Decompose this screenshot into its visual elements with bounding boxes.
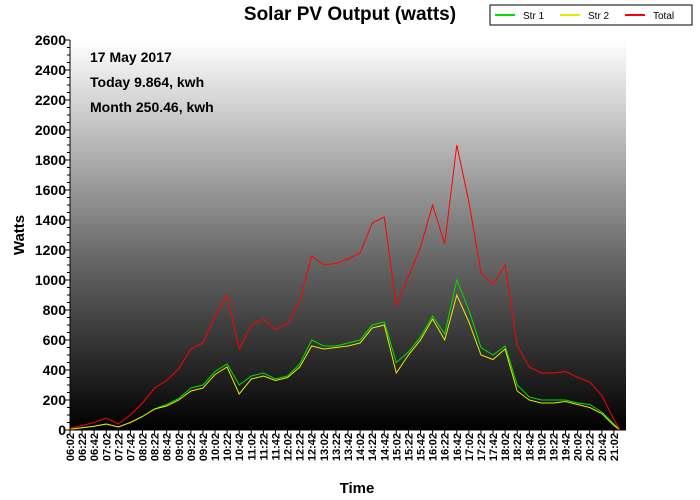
- x-tick-label: 07:22: [113, 433, 125, 461]
- x-tick-label: 13:42: [343, 433, 355, 461]
- x-tick-label: 20:22: [585, 433, 597, 461]
- legend: Str 1 Str 2 Total: [489, 4, 693, 26]
- x-tick-label: 11:02: [246, 433, 258, 461]
- x-tick-label: 16:22: [440, 433, 452, 461]
- x-tick-label: 06:42: [89, 433, 101, 461]
- x-tick-label: 17:22: [476, 433, 488, 461]
- y-tick-label: 800: [43, 302, 67, 318]
- legend-label: Str 1: [523, 11, 545, 22]
- x-tick-label: 10:02: [210, 433, 222, 461]
- y-tick-label: 2600: [35, 32, 66, 48]
- x-tick-label: 19:22: [548, 433, 560, 461]
- y-axis-ticks: 0 200 400 600 800 1000 1200 1400 1600 1800 2000 220…: [35, 32, 70, 438]
- x-tick-label: 06:22: [77, 433, 89, 461]
- x-tick-label: 12:22: [295, 433, 307, 461]
- annotation-text: Today 9.864, kwh: [90, 74, 204, 90]
- x-tick-label: 08:42: [162, 433, 174, 461]
- x-tick-label: 11:22: [258, 433, 270, 461]
- annotation-text: 17 May 2017: [90, 49, 172, 65]
- x-tick-label: 10:42: [234, 433, 246, 461]
- x-tick-label: 13:22: [331, 433, 343, 461]
- x-tick-label: 20:02: [573, 433, 585, 461]
- x-tick-label: 20:42: [597, 433, 609, 461]
- x-tick-label: 18:42: [524, 433, 536, 461]
- x-tick-label: 09:02: [174, 433, 186, 461]
- y-tick-label: 2200: [35, 92, 66, 108]
- x-tick-label: 14:42: [379, 433, 391, 461]
- x-tick-label: 15:02: [391, 433, 403, 461]
- y-tick-label: 200: [43, 392, 67, 408]
- chart-title: Solar PV Output (watts): [244, 4, 456, 25]
- series-line-str-1: [69, 278, 621, 431]
- x-tick-label: 11:42: [270, 433, 282, 461]
- x-tick-label: 17:02: [464, 433, 476, 461]
- x-tick-label: 19:02: [536, 433, 548, 461]
- x-tick-label: 10:22: [222, 433, 234, 461]
- x-tick-label: 14:22: [367, 433, 379, 461]
- y-tick-label: 1800: [35, 152, 66, 168]
- x-tick-label: 18:02: [500, 433, 512, 461]
- y-tick-label: 1200: [35, 242, 66, 258]
- x-axis-label: Time: [340, 480, 375, 497]
- x-tick-label: 19:42: [561, 433, 573, 461]
- plot-area: [70, 40, 626, 430]
- x-tick-label: 07:42: [125, 433, 137, 461]
- x-axis-ticks: 06:02 06:22 06:42 07:02 07:22 07:42 08:02 08:22…: [65, 430, 621, 461]
- x-tick-label: 15:42: [416, 433, 428, 461]
- y-tick-label: 2000: [35, 122, 66, 138]
- legend-label: Total: [653, 11, 674, 22]
- x-tick-label: 18:22: [512, 433, 524, 461]
- x-tick-label: 14:02: [355, 433, 367, 461]
- x-tick-label: 08:22: [150, 433, 162, 461]
- y-tick-label: 1400: [35, 212, 66, 228]
- x-tick-label: 12:02: [283, 433, 295, 461]
- x-tick-label: 13:02: [319, 433, 331, 461]
- x-tick-label: 09:42: [198, 433, 210, 461]
- x-tick-label: 08:02: [138, 433, 150, 461]
- series-line-str-2: [69, 293, 621, 431]
- y-tick-label: 600: [43, 332, 67, 348]
- x-tick-label: 21:02: [609, 433, 621, 461]
- x-tick-label: 15:22: [403, 433, 415, 461]
- y-tick-label: 0: [58, 422, 66, 438]
- y-tick-label: 1000: [35, 272, 66, 288]
- series-line-total: [69, 144, 621, 431]
- series-lines: [69, 144, 621, 431]
- y-tick-label: 400: [43, 362, 67, 378]
- y-tick-label: 2400: [35, 62, 66, 78]
- x-tick-label: 16:02: [428, 433, 440, 461]
- x-tick-label: 17:42: [488, 433, 500, 461]
- y-tick-label: 1600: [35, 182, 66, 198]
- x-tick-label: 06:02: [65, 433, 77, 461]
- annotations: 17 May 2017 Today 9.864, kwh Month 250.46,…: [90, 49, 214, 115]
- x-tick-label: 12:42: [307, 433, 319, 461]
- x-tick-label: 07:02: [101, 433, 113, 461]
- annotation-text: Month 250.46, kwh: [90, 99, 214, 115]
- legend-label: Str 2: [588, 11, 610, 22]
- x-tick-label: 16:42: [452, 433, 464, 461]
- y-axis-label: Watts: [11, 215, 28, 255]
- x-tick-label: 09:22: [186, 433, 198, 461]
